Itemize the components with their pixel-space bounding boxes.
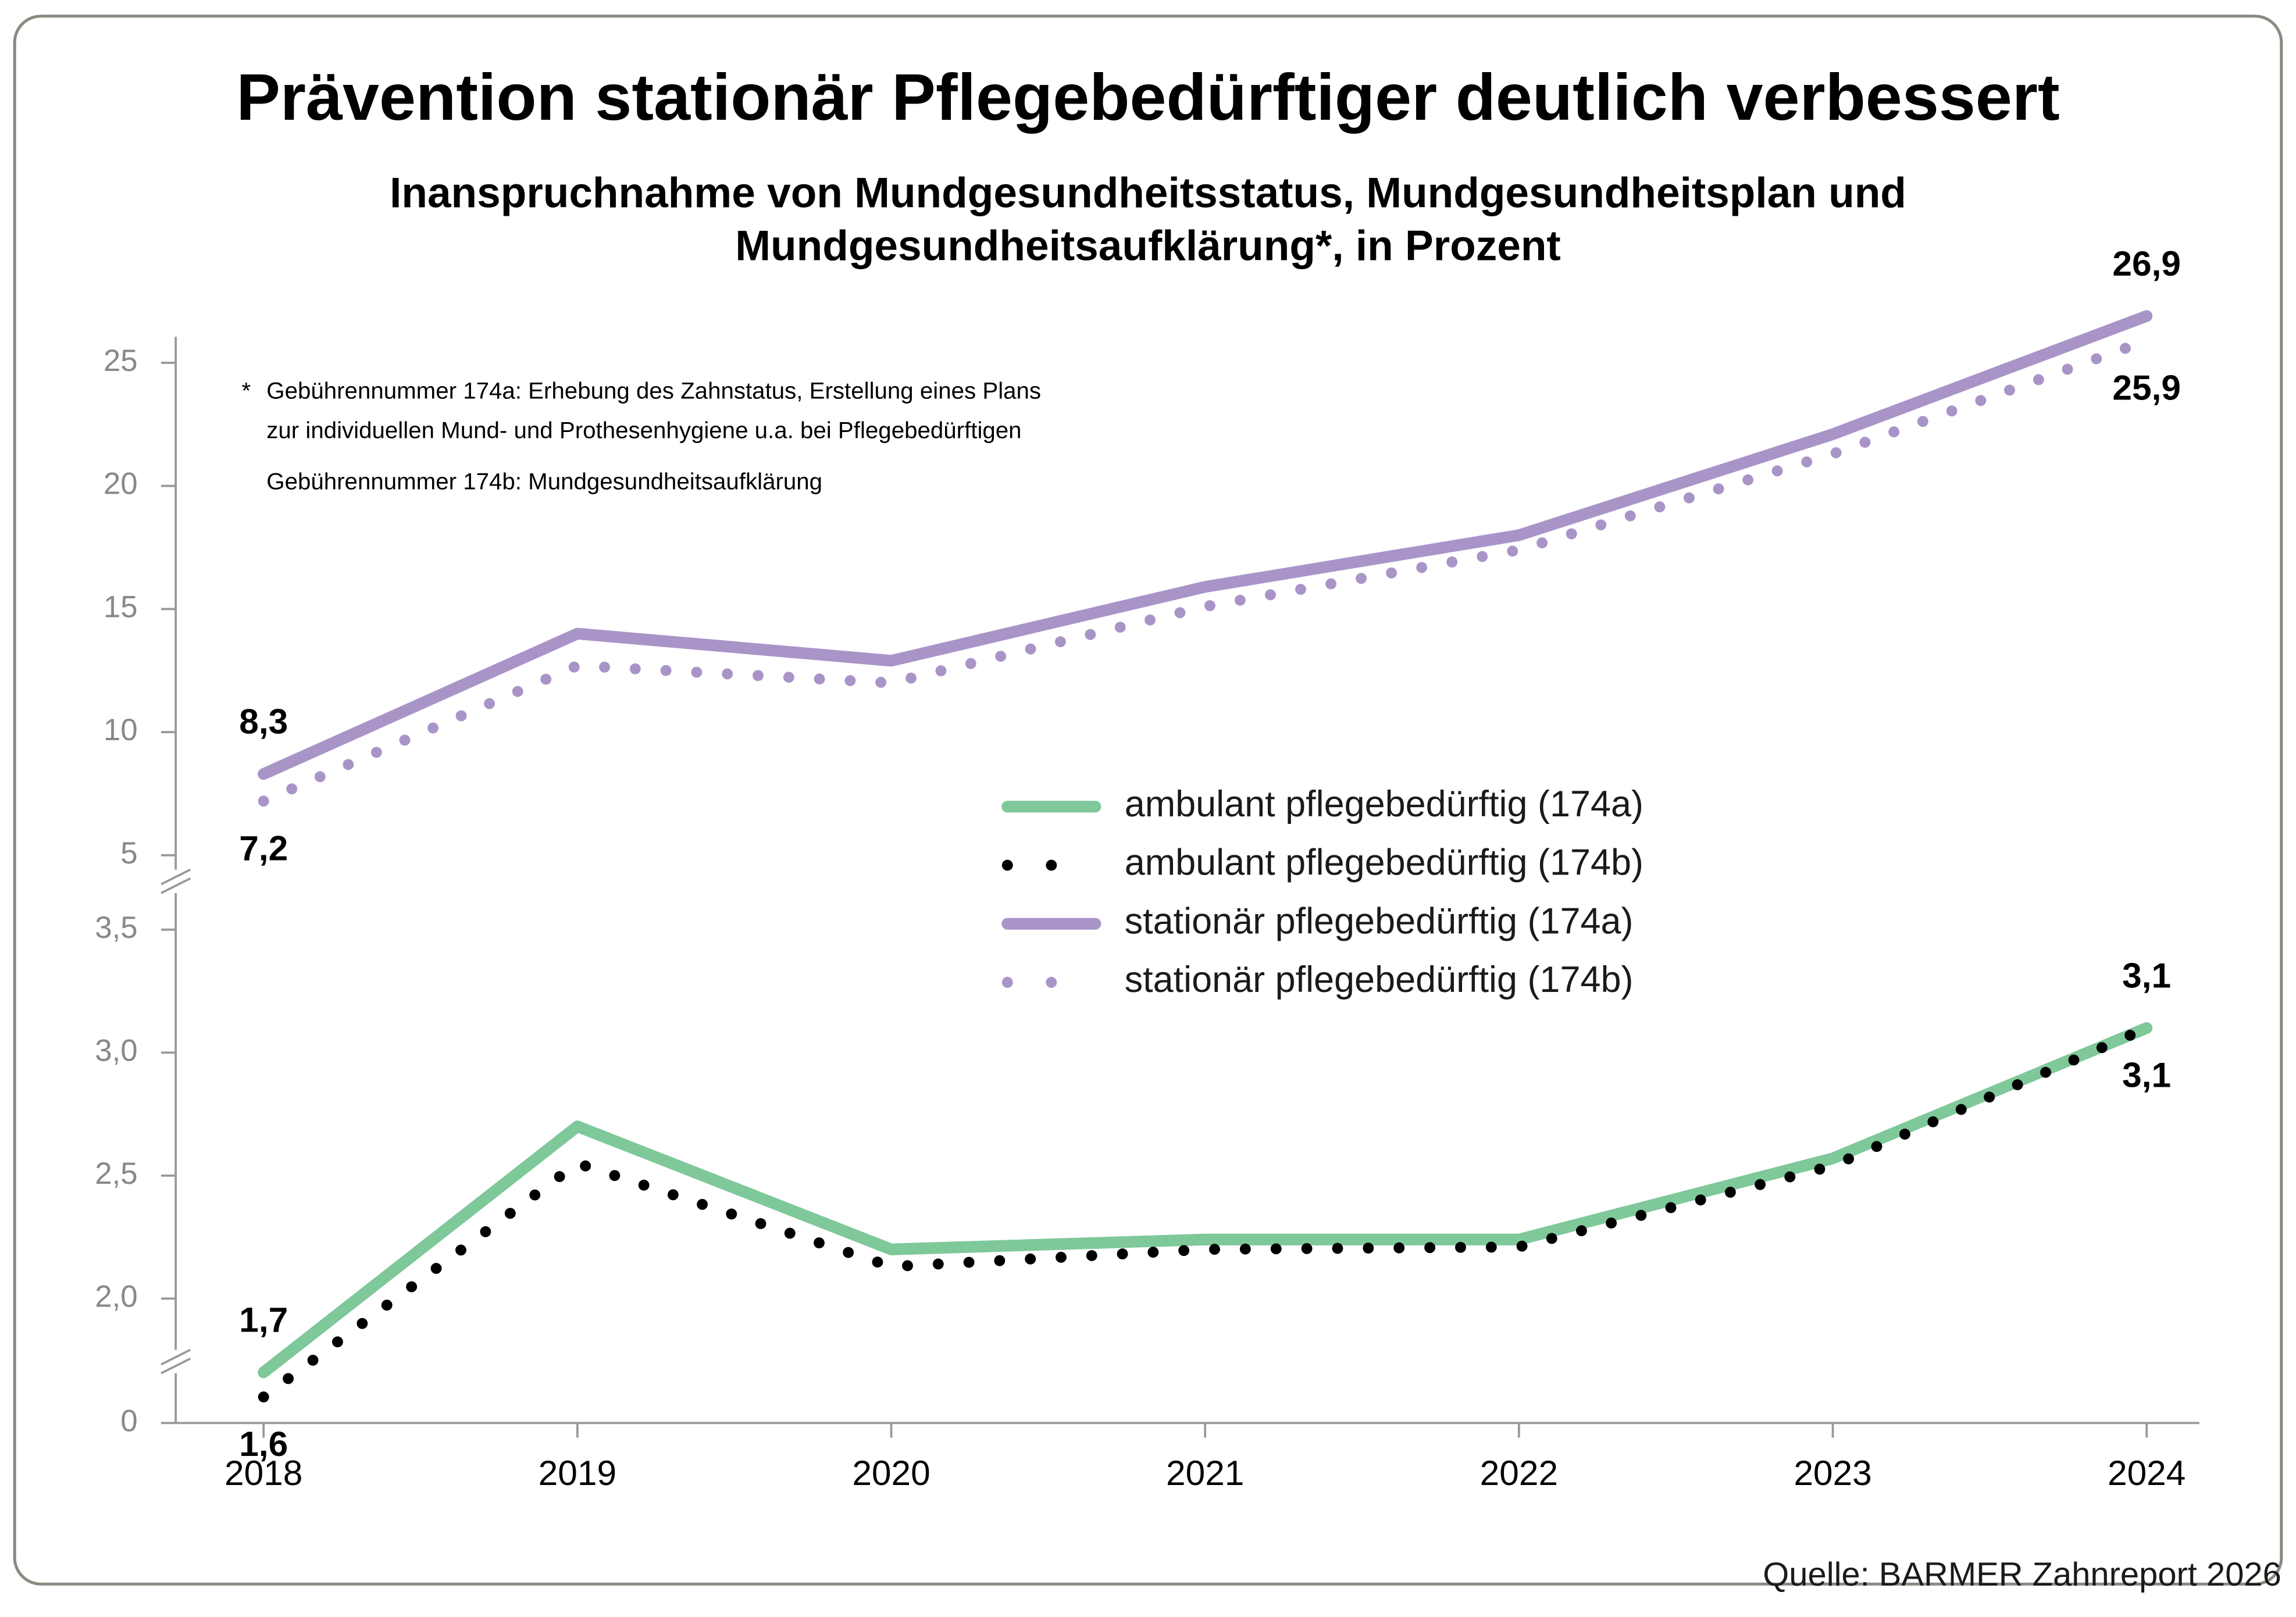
series-line xyxy=(258,1022,2152,1402)
footnote: zur individuellen Mund- und Prothesenhyg… xyxy=(266,417,1021,443)
footnote: Gebührennummer 174b: Mundgesundheitsaufk… xyxy=(266,469,822,495)
y-tick-label: 3,0 xyxy=(95,1033,137,1068)
data-label: 1,7 xyxy=(239,1300,288,1340)
legend-label: ambulant pflegebedürftig (174a) xyxy=(1125,784,1643,824)
series-line xyxy=(258,310,2153,780)
x-tick-label: 2021 xyxy=(1166,1453,1244,1493)
y-tick-label: 0 xyxy=(120,1404,137,1438)
legend-label: stationär pflegebedürftig (174a) xyxy=(1125,901,1634,941)
footnote: * xyxy=(241,377,251,404)
data-label: 26,9 xyxy=(2112,244,2181,283)
frame xyxy=(13,15,2283,1586)
y-tick-label: 2,0 xyxy=(95,1279,137,1313)
x-tick-label: 2022 xyxy=(1480,1453,1558,1493)
data-label: 3,1 xyxy=(2122,1055,2171,1095)
subtitle: Inanspruchnahme von Mundgesundheitsstatu… xyxy=(390,170,1906,217)
axis-break xyxy=(154,868,198,1375)
y-tick-label: 2,5 xyxy=(95,1156,137,1191)
data-label: 8,3 xyxy=(239,702,288,741)
y-tick-label: 5 xyxy=(120,836,137,870)
y-tick-label: 25 xyxy=(104,344,138,378)
y-tick-label: 15 xyxy=(104,590,138,624)
x-tick-label: 2018 xyxy=(224,1453,302,1493)
y-tick-label: 20 xyxy=(104,467,138,501)
data-label: 1,6 xyxy=(239,1424,288,1463)
y-tick-label: 3,5 xyxy=(95,911,137,945)
series-line xyxy=(258,335,2152,807)
data-label: 25,9 xyxy=(2112,367,2181,407)
source: Quelle: BARMER Zahnreport 2026 xyxy=(1763,1556,2281,1593)
x-tick-label: 2024 xyxy=(2108,1453,2186,1493)
x-tick-label: 2020 xyxy=(852,1453,930,1493)
series-line xyxy=(258,1022,2153,1379)
subtitle: Mundgesundheitsaufklärung*, in Prozent xyxy=(735,222,1561,269)
legend-label: ambulant pflegebedürftig (174b) xyxy=(1125,843,1643,883)
x-tick-label: 2019 xyxy=(539,1453,616,1493)
data-label: 7,2 xyxy=(239,828,288,868)
data-label: 3,1 xyxy=(2122,955,2171,995)
legend-label: stationär pflegebedürftig (174b) xyxy=(1125,959,1634,1000)
footnote: Gebührennummer 174a: Erhebung des Zahnst… xyxy=(266,377,1041,404)
chart-title: Prävention stationär Pflegebedürftiger d… xyxy=(236,60,2059,134)
y-tick-label: 10 xyxy=(104,713,138,747)
x-tick-label: 2023 xyxy=(1794,1453,1871,1493)
